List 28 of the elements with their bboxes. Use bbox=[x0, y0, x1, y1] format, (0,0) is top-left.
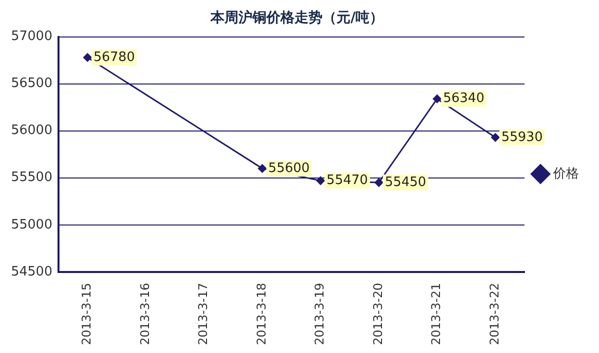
y-tick-label: 55500 bbox=[10, 170, 52, 186]
point bbox=[258, 164, 267, 173]
x-tick-label: 2013-3-17 bbox=[196, 282, 210, 346]
point bbox=[432, 94, 442, 104]
y-tick-label: 54500 bbox=[10, 264, 52, 280]
data-label: 56340 bbox=[443, 91, 484, 106]
point bbox=[83, 53, 92, 62]
x-tick-label: 2013-3-15 bbox=[80, 282, 94, 346]
y-tick-label: 56000 bbox=[10, 123, 52, 138]
x-tick-label: 2013-3-19 bbox=[312, 282, 327, 346]
y-tick-label: 56500 bbox=[10, 76, 52, 92]
data-label: 55470 bbox=[326, 173, 368, 188]
data-label: 56780 bbox=[93, 50, 135, 65]
x-tick-label: 2013-3-18 bbox=[254, 282, 268, 346]
data-label: 55450 bbox=[384, 174, 426, 190]
x-tick-label: 2013-3-20 bbox=[370, 282, 385, 346]
point bbox=[491, 133, 500, 142]
data-label: 55600 bbox=[268, 160, 310, 176]
chart-title: 本周沪铜价格走势（元/吨） bbox=[209, 9, 384, 26]
x-tick-label: 2013-3-16 bbox=[138, 282, 152, 346]
point bbox=[374, 178, 384, 187]
data-label: 55930 bbox=[501, 130, 543, 145]
point bbox=[316, 176, 325, 185]
y-tick-label: 55000 bbox=[10, 217, 52, 232]
legend-label: 价格 bbox=[552, 166, 579, 182]
y-tick-label: 57000 bbox=[10, 29, 52, 44]
x-tick-label: 2013-3-21 bbox=[429, 282, 444, 346]
x-tick-label: 2013-3-22 bbox=[487, 282, 502, 346]
